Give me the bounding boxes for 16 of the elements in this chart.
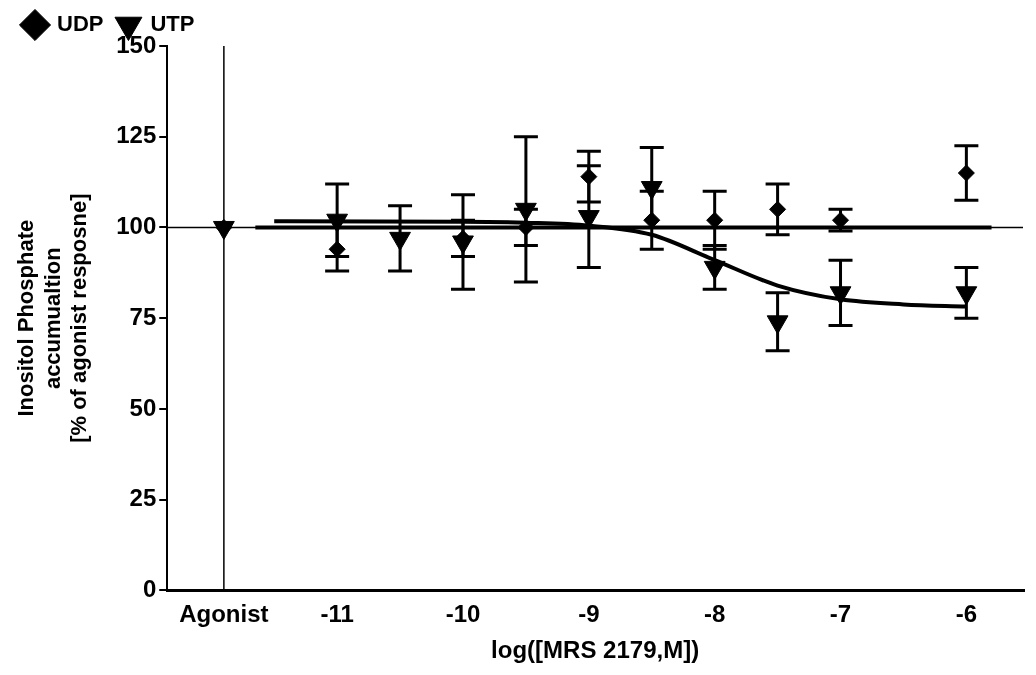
y-tick-label: 0 (142, 575, 157, 603)
x-tick-label: -7 (829, 600, 852, 628)
x-axis-title: log([MRS 2179,M]) (491, 636, 700, 664)
x-tick-label: -11 (320, 600, 354, 628)
y-tick-label: 25 (129, 484, 157, 512)
y-tick-label: 75 (129, 302, 157, 330)
y-tick-label: 50 (129, 393, 157, 421)
x-tick-label: -6 (955, 600, 978, 628)
legend-label: UDP (57, 11, 104, 37)
x-tick-label: Agonist (179, 600, 269, 628)
y-axis-title: Inositol Phosphate accumualtion [% of agonist resposne] (13, 193, 92, 443)
x-tick-label: -10 (445, 600, 481, 628)
x-tick-label: -9 (578, 600, 600, 628)
y-tick-label: 125 (116, 121, 157, 149)
x-tick-label: -8 (704, 600, 726, 628)
y-tick-label: 100 (116, 212, 157, 240)
